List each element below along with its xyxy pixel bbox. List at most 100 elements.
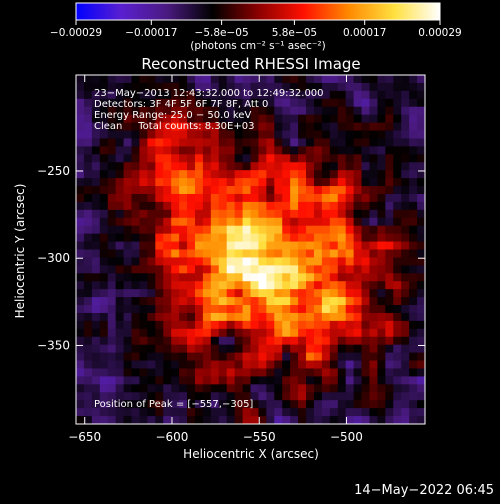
heatmap-cell [123,138,133,147]
heatmap-cell [282,376,291,385]
heatmap-cell [131,392,141,401]
heatmap-cell [131,320,141,330]
heatmap-cell [187,122,196,132]
heatmap-cell [123,257,133,266]
heatmap-cell [99,122,109,132]
heatmap-cell [123,368,133,378]
heatmap-cell [76,162,85,171]
heatmap-cell [210,360,220,370]
heatmap-cell [290,233,299,243]
heatmap-cell [393,75,402,84]
heatmap-cell [218,336,228,346]
heatmap-cell [409,368,418,378]
heatmap-cell [83,249,93,259]
heatmap-cell [393,352,402,362]
heatmap-cell [417,320,425,330]
heatmap-cell [91,392,101,401]
heatmap-cell [282,170,291,179]
heatmap-cell [329,265,339,274]
heatmap-cell [202,98,212,108]
heatmap-cell [282,289,291,298]
heatmap-cell [171,360,180,370]
heatmap-cell [131,217,141,227]
heatmap-cell [83,257,93,266]
heatmap-cell [321,130,331,140]
heatmap-cell [83,217,93,227]
heatmap-cell [329,360,339,370]
heatmap-cell [385,273,394,282]
heatmap-cell [83,233,93,243]
heatmap-cell [115,209,125,219]
heatmap-cell [393,408,402,417]
heatmap-cell [274,320,283,330]
heatmap-cell [234,233,244,243]
heatmap-cell [266,289,275,298]
heatmap-cell [202,392,212,401]
heatmap-cell [115,289,125,298]
heatmap-cell [298,130,307,140]
heatmap-cell [115,297,125,306]
heatmap-cell [274,416,283,424]
heatmap-cell [401,209,410,219]
heatmap-cell [194,297,204,306]
colorbar-tick-label: −0.00017 [125,27,177,39]
heatmap-cell [155,170,164,179]
heatmap-cell [353,170,363,179]
heatmap-cell [369,400,379,409]
heatmap-cell [329,408,339,417]
heatmap-cell [202,90,212,100]
heatmap-cell [417,201,425,211]
heatmap-cell [385,146,394,155]
heatmap-cell [226,233,236,243]
heatmap-cell [210,186,220,195]
heatmap-cell [274,114,283,124]
heatmap-cell [313,241,323,251]
heatmap-cell [329,241,339,251]
heatmap-cell [401,360,410,370]
heatmap-cell [147,162,156,171]
heatmap-cell [139,98,148,108]
heatmap-cell [234,368,244,378]
heatmap-cell [155,201,164,211]
heatmap-cell [131,75,141,84]
heatmap-cell [377,75,386,84]
heatmap-cell [218,376,228,385]
heatmap-cell [393,130,402,140]
heatmap-cell [171,146,180,155]
heatmap-cell [171,352,180,362]
heatmap-cell [417,328,425,338]
heatmap-cell [171,130,180,140]
heatmap-cell [417,233,425,243]
heatmap-cell [409,408,418,417]
heatmap-cell [194,98,204,108]
heatmap-cell [171,82,180,92]
heatmap-cell [155,193,164,203]
heatmap-cell [329,114,339,124]
heatmap-cell [282,368,291,378]
heatmap-cell [274,233,283,243]
heatmap-cell [139,138,148,147]
heatmap-cell [155,98,164,108]
heatmap-cell [107,320,117,330]
heatmap-cell [91,154,101,163]
heatmap-cell [218,186,228,195]
heatmap-cell [179,289,188,298]
heatmap-cell [298,90,307,100]
heatmap-cell [171,225,180,235]
heatmap-cell [298,265,307,274]
heatmap-cell [385,154,394,163]
heatmap-cell [194,154,204,163]
heatmap-cell [155,146,164,155]
heatmap-cell [321,186,331,195]
heatmap-cell [202,154,212,163]
heatmap-cell [409,178,418,187]
heatmap-cell [361,408,371,417]
heatmap-cell [91,297,101,306]
heatmap-cell [377,312,386,322]
heatmap-cell [313,281,323,290]
heatmap-cell [131,360,141,370]
heatmap-cell [250,289,260,298]
heatmap-cell [361,328,371,338]
heatmap-cell [171,320,180,330]
heatmap-cell [234,400,244,409]
